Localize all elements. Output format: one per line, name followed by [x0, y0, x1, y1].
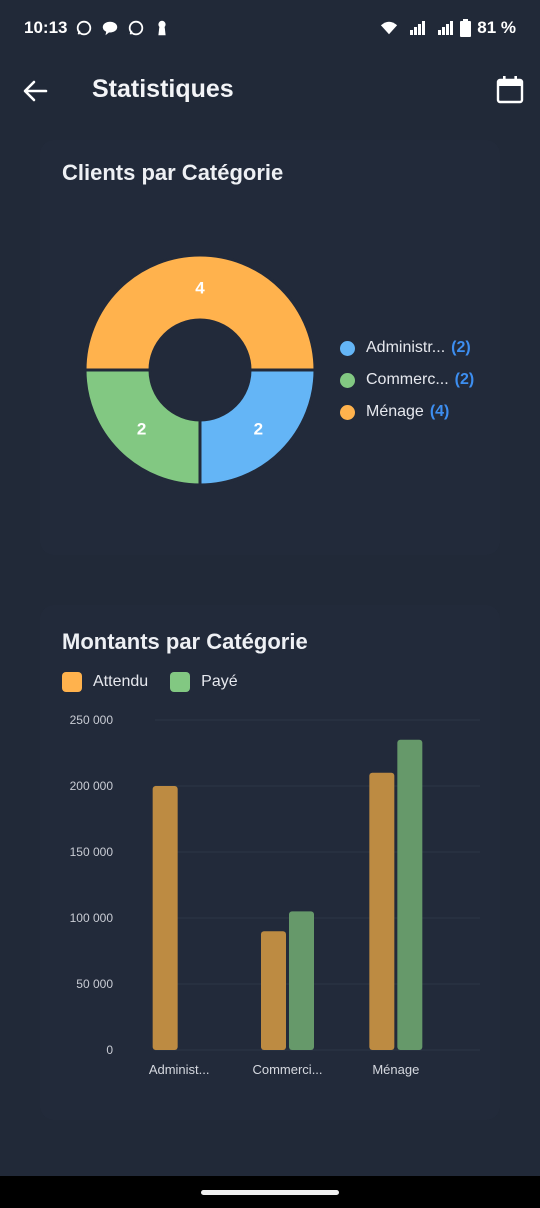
signal-3g-icon: [438, 21, 454, 35]
legend-item-administration: Administr... (2): [340, 332, 500, 364]
donut-slice-label: 2: [137, 419, 146, 438]
y-tick-label: 150 000: [70, 845, 114, 859]
battery-level: 81 %: [477, 18, 516, 37]
legend-item-paye: Payé: [170, 672, 238, 692]
whatsapp-icon: [77, 20, 92, 36]
donut-slice-label: 4: [195, 279, 205, 298]
legend-item-commerce: Commerc... (2): [340, 364, 500, 396]
bar-attendu: [261, 931, 286, 1050]
navigation-bar: [0, 1176, 540, 1208]
legend-swatch-attendu: [62, 672, 82, 692]
montants-bar-chart: 0 50 000 100 000 150 000 200 000 250 000 Admin…: [70, 713, 480, 1077]
donut-slice-label: 2: [254, 419, 263, 438]
legend-count: (4): [429, 403, 450, 420]
signal-3g-icon: [410, 21, 426, 35]
donut-slice: [198, 368, 317, 487]
legend-swatch-paye: [170, 672, 191, 692]
battery-icon: [460, 19, 472, 37]
legend-item-menage: Ménage (4): [340, 396, 500, 428]
legend-label: Ménage: [366, 403, 424, 420]
clients-legend: Administr... (2) Commerc... (2) Ménage (…: [340, 332, 500, 428]
clients-card: Clients par Catégorie 2 2 4 Administr... (…: [40, 140, 500, 555]
legend-label: Payé: [201, 673, 238, 690]
clients-donut-chart: 2 2 4: [83, 253, 317, 487]
bar-pay: [289, 911, 314, 1050]
wifi-icon: [381, 21, 398, 35]
montants-card: Montants par Catégorie Attendu Payé 0 50 …: [40, 605, 500, 1120]
calendar-icon[interactable]: [494, 74, 526, 106]
legend-item-attendu: Attendu: [62, 672, 148, 692]
whatsapp-icon: [129, 20, 144, 36]
app-bar: Statistiques: [0, 60, 540, 120]
donut-slice: [83, 253, 317, 372]
y-tick-label: 200 000: [70, 779, 114, 793]
legend-dot-menage: [340, 404, 355, 420]
legend-label: Administr...: [366, 339, 446, 356]
donut-slice: [83, 368, 202, 487]
chat-bubble-icon: [103, 21, 118, 36]
montants-card-title: Montants par Catégorie: [62, 629, 308, 654]
x-tick-label: Administ...: [149, 1062, 210, 1077]
page-title: Statistiques: [92, 75, 234, 103]
montants-legend: Attendu Payé: [62, 672, 238, 692]
clients-card-title: Clients par Catégorie: [62, 160, 284, 185]
x-tick-label: Commerci...: [252, 1062, 322, 1077]
y-tick-label: 250 000: [70, 713, 114, 727]
legend-label: Attendu: [93, 673, 149, 690]
x-tick-label: Ménage: [372, 1062, 419, 1077]
legend-dot-commerce: [340, 372, 355, 388]
y-tick-label: 50 000: [76, 977, 113, 991]
home-gesture-handle[interactable]: [201, 1190, 339, 1195]
legend-label: Commerc...: [366, 371, 449, 388]
status-time: 10:13: [24, 18, 68, 37]
back-arrow-icon[interactable]: [20, 76, 50, 106]
bar-pay: [397, 739, 423, 1050]
legend-count: (2): [454, 371, 475, 388]
legend-dot-administration: [340, 340, 355, 356]
bar-attendu: [369, 772, 395, 1050]
legend-count: (2): [451, 339, 471, 356]
y-tick-label: 100 000: [70, 911, 114, 925]
bar-attendu: [152, 786, 178, 1050]
y-tick-label: 0: [106, 1043, 113, 1057]
status-bar: 10:13 81 %: [0, 0, 540, 56]
keyhole-icon: [158, 20, 167, 36]
